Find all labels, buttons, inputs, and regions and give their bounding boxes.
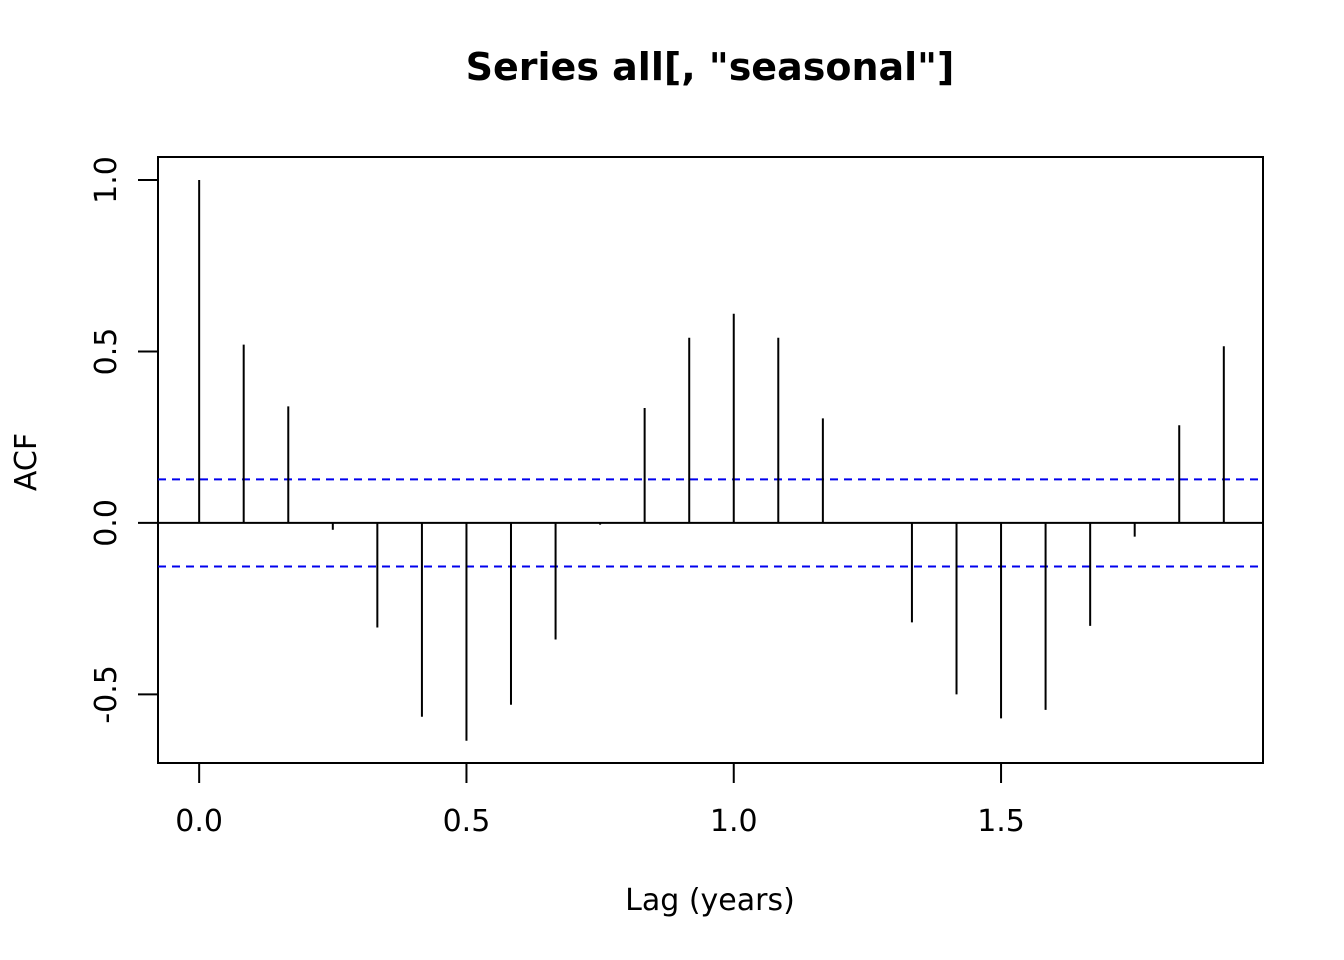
y-axis-label: ACF	[9, 433, 44, 491]
x-axis-label: Lag (years)	[625, 883, 795, 918]
confidence-bounds	[158, 478, 1263, 568]
x-axis: 0.0 0.5 1.0 1.5	[175, 762, 1025, 839]
y-tick-label: 1.0	[89, 156, 124, 204]
y-tick-label: 0.5	[89, 328, 124, 376]
y-tick-label: 0.0	[89, 499, 124, 547]
x-tick-label: 0.0	[175, 804, 223, 839]
x-tick-label: 1.5	[977, 804, 1025, 839]
plot-frame	[157, 156, 1264, 764]
y-axis: -0.5 0.0 0.5 1.0	[89, 156, 159, 724]
acf-spikes	[198, 179, 1225, 741]
x-tick-label: 0.5	[443, 804, 491, 839]
chart-title: Series all[, "seasonal"]	[466, 45, 955, 89]
x-tick-label: 1.0	[710, 804, 758, 839]
y-tick-label: -0.5	[89, 665, 124, 724]
